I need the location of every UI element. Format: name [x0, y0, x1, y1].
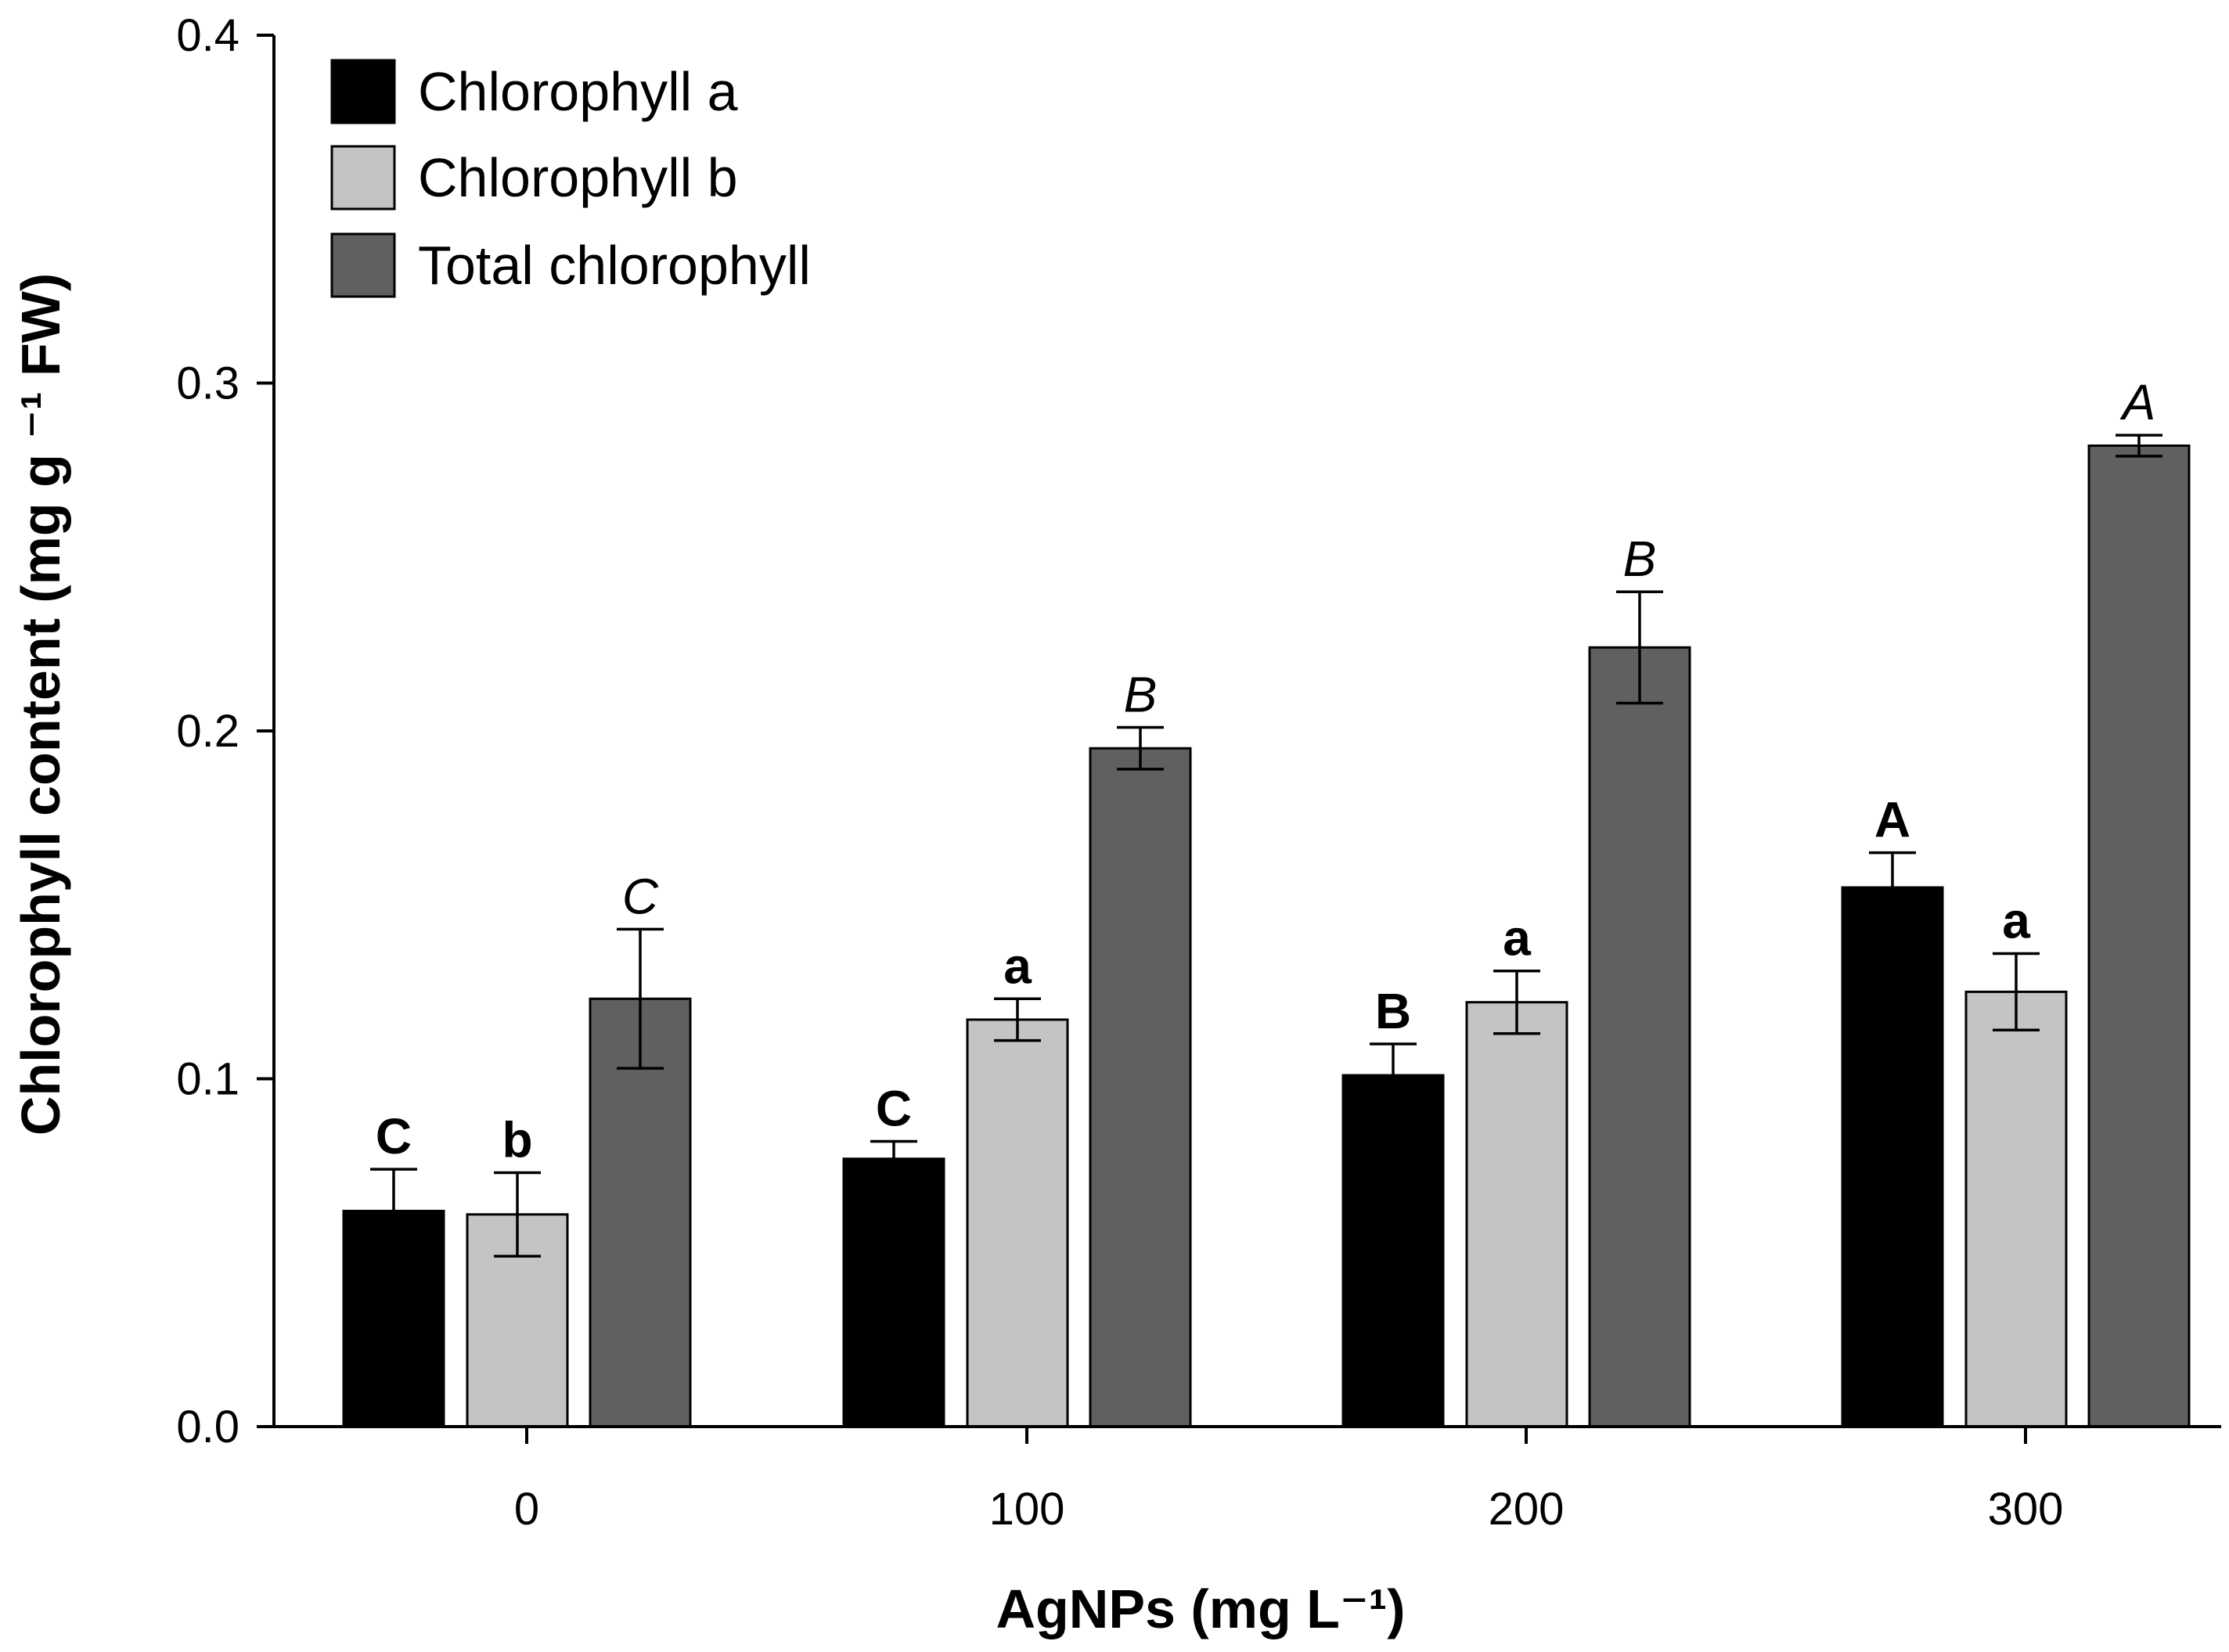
legend-label: Chlorophyll b [418, 147, 738, 208]
y-axis-title: Chlorophyll content (mg g ⁻¹ FW) [10, 273, 71, 1136]
legend-item-total-chlorophyll: Total chlorophyll [330, 232, 811, 298]
x-tick-label: 200 [1489, 1484, 1565, 1535]
bar-chlorophyll-a-100 [842, 1157, 945, 1428]
y-tick-label: 0.4 [176, 10, 239, 61]
error-bar-chlorophyll-a-0 [370, 1168, 417, 1254]
error-bar-chlorophyll-b-200 [1493, 969, 1540, 1035]
legend-label: Chlorophyll a [418, 61, 738, 122]
legend-swatch [330, 59, 396, 124]
bar-chlorophyll-a-200 [1341, 1074, 1445, 1428]
error-bar-chlorophyll-a-200 [1370, 1042, 1417, 1108]
x-tick-label: 300 [1988, 1484, 2064, 1535]
legend-item-chlorophyll-a: Chlorophyll a [330, 59, 738, 124]
error-bar-chlorophyll-b-0 [494, 1171, 541, 1258]
y-ticks: 0.0 0.1 0.2 0.3 0.4 [176, 10, 274, 1452]
legend-swatch [330, 232, 396, 298]
significance-label-total-chlorophyll-200: B [1623, 531, 1657, 587]
significance-label-chlorophyll-a-0: C [376, 1108, 412, 1164]
significance-label-chlorophyll-a-300: A [1874, 792, 1910, 848]
significance-label-chlorophyll-b-0: b [502, 1112, 532, 1168]
significance-label-chlorophyll-b-300: a [2002, 892, 2030, 948]
significance-label-chlorophyll-a-100: C [876, 1081, 912, 1137]
bars-layer [342, 444, 2191, 1428]
significance-label-total-chlorophyll-0: C [622, 868, 659, 924]
y-tick-label: 0.0 [176, 1402, 239, 1452]
bar-chlorophyll-b-200 [1465, 1001, 1568, 1428]
error-bar-total-chlorophyll-200 [1616, 590, 1663, 705]
bar-total-chlorophyll-100 [1089, 747, 1192, 1428]
bar-total-chlorophyll-200 [1588, 646, 1691, 1428]
legend-swatch [330, 145, 396, 211]
bar-total-chlorophyll-300 [2087, 444, 2191, 1428]
error-bar-chlorophyll-b-100 [994, 997, 1041, 1042]
significance-label-chlorophyll-a-200: B [1375, 983, 1411, 1039]
error-bar-total-chlorophyll-300 [2116, 434, 2162, 458]
bar-chlorophyll-a-300 [1841, 886, 1944, 1428]
y-tick-label: 0.1 [176, 1054, 239, 1105]
x-ticks: 0 100 200 300 [514, 1427, 2064, 1535]
legend: Chlorophyll a Chlorophyll b Total chloroph… [330, 59, 811, 298]
legend-label: Total chlorophyll [418, 235, 811, 296]
significance-labels: C C B Ab a a a C B B A [376, 374, 2155, 1168]
error-bar-chlorophyll-b-300 [1993, 952, 2040, 1032]
significance-label-total-chlorophyll-300: A [2119, 374, 2156, 430]
y-tick-label: 0.3 [176, 358, 239, 409]
error-bar-chlorophyll-a-300 [1869, 851, 1916, 924]
error-bar-total-chlorophyll-100 [1117, 725, 1164, 771]
bar-chlorophyll-b-100 [966, 1018, 1069, 1428]
significance-label-chlorophyll-b-100: a [1003, 938, 1032, 994]
legend-item-chlorophyll-b: Chlorophyll b [330, 145, 738, 211]
x-axis-title: AgNPs (mg L⁻¹) [996, 1578, 1405, 1639]
significance-label-total-chlorophyll-100: B [1124, 667, 1158, 723]
x-tick-label: 100 [989, 1484, 1065, 1535]
error-bar-chlorophyll-a-100 [870, 1139, 917, 1178]
error-bars [370, 434, 2162, 1258]
y-tick-label: 0.2 [176, 706, 239, 757]
x-tick-label: 0 [514, 1484, 539, 1535]
significance-label-chlorophyll-b-200: a [1503, 910, 1531, 966]
error-bar-total-chlorophyll-0 [617, 927, 664, 1070]
bar-chlorophyll-b-300 [1964, 990, 2068, 1428]
